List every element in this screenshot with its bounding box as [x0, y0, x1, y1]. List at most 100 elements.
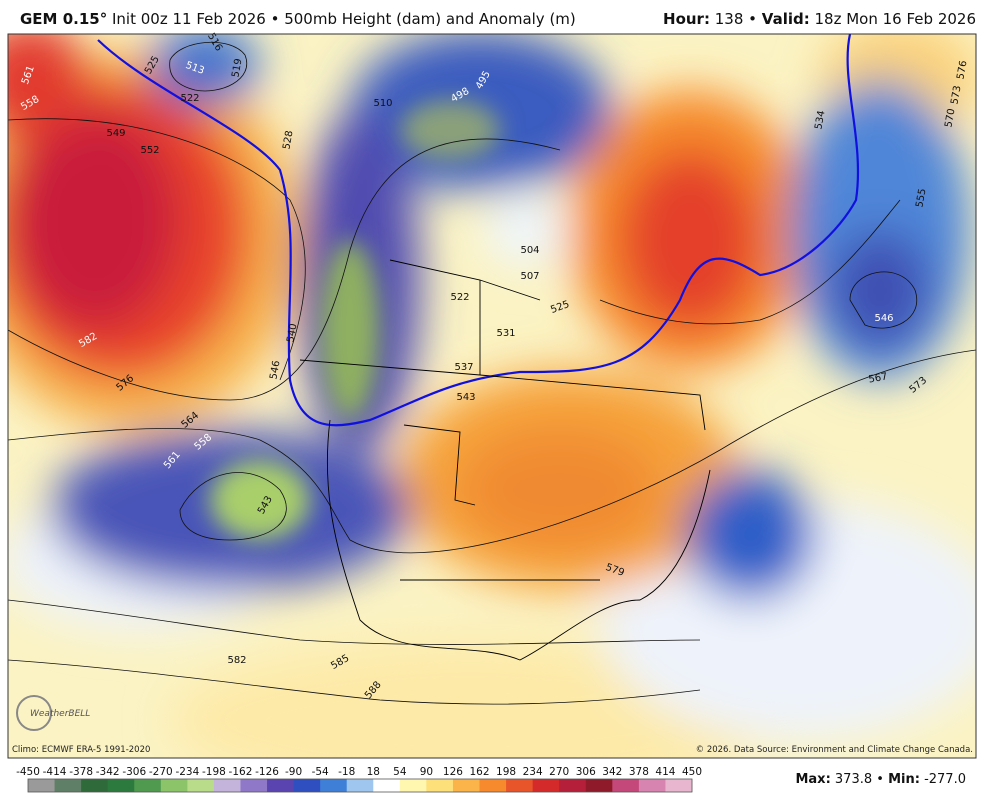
contour-label: 522 [180, 93, 199, 104]
contour-label: 546 [874, 313, 893, 324]
logo-mark [16, 695, 52, 731]
height-contours [8, 41, 976, 705]
contour-label: 519 [230, 58, 244, 79]
contour-label: 540 [285, 323, 299, 344]
colorbar-tick-label: -18 [338, 766, 355, 778]
contour-label: 576 [955, 60, 969, 81]
colorbar-swatch [585, 779, 613, 792]
valid-label: Valid: [761, 10, 810, 28]
run-info: Init 00z 11 Feb 2026 • 500mb Height (dam… [112, 10, 576, 28]
hour-label: Hour: [663, 10, 710, 28]
colorbar-swatch [213, 779, 241, 792]
colorbar-swatch [160, 779, 188, 792]
colorbar-swatch [320, 779, 348, 792]
anomaly-field [8, 34, 976, 758]
colorbar-tick-label: 414 [655, 766, 675, 778]
colorbar-swatch [532, 779, 560, 792]
colorbar-tick-label: -270 [149, 766, 173, 778]
stats: Max: 373.8 • Min: -277.0 [795, 772, 966, 787]
colorbar-tick-label: -342 [96, 766, 120, 778]
colorbar-tick-label: 234 [523, 766, 543, 778]
model-name: GEM 0.15° [20, 10, 108, 28]
colorbar-tick-label: 18 [367, 766, 380, 778]
colorbar-swatch [506, 779, 534, 792]
colorbar-tick-label: 306 [576, 766, 596, 778]
colorbar-swatch [240, 779, 268, 792]
colorbar-tick-label: 54 [393, 766, 407, 778]
contour-label: 552 [140, 145, 159, 156]
map-frame [7, 33, 977, 759]
colorbar-tick-label: -378 [69, 766, 93, 778]
colorbar-swatch [665, 779, 693, 792]
min-label: Min: [888, 772, 920, 787]
colorbar-tick-label: -126 [255, 766, 279, 778]
colorbar-swatch [638, 779, 666, 792]
colorbar-swatch [373, 779, 401, 792]
colorbar-tick-label: -198 [202, 766, 226, 778]
colorbar-swatch [187, 779, 215, 792]
contour-label: 546 [268, 360, 282, 381]
contour-label: 522 [450, 292, 469, 303]
min-value: -277.0 [924, 772, 966, 787]
colorbar-swatch [267, 779, 295, 792]
colorbar: -450 -414 -378 -342 -306 -270 -234 -198 -162 -126… [16, 766, 702, 793]
max-label: Max: [795, 772, 831, 787]
colorbar-tick-label: -414 [43, 766, 67, 778]
colorbar-tick-label: 270 [549, 766, 569, 778]
colorbar-swatch [54, 779, 82, 792]
colorbar-tick-label: 126 [443, 766, 463, 778]
contour-label: 531 [496, 328, 515, 339]
climo-note: Climo: ECMWF ERA-5 1991-2020 [12, 745, 150, 755]
contour-label: 582 [227, 655, 246, 666]
colorbar-swatch [559, 779, 587, 792]
separator: • [876, 772, 884, 787]
contour-label: 573 [949, 85, 963, 106]
separator: • [748, 10, 758, 28]
contour-label: 534 [813, 110, 827, 131]
contour-label: 543 [456, 392, 475, 403]
colorbar-swatch [346, 779, 374, 792]
hour-value: 138 [714, 10, 744, 28]
contour-label: 507 [520, 271, 539, 282]
valid-value: 18z Mon 16 Feb 2026 [814, 10, 976, 28]
boundaries [299, 259, 711, 661]
contour-label: 504 [520, 245, 539, 256]
colorbar-swatch [107, 779, 135, 792]
contour-label: 510 [373, 98, 392, 109]
colorbar-tick-label: -90 [285, 766, 302, 778]
colorbar-swatch [452, 779, 481, 792]
colorbar-swatch [479, 779, 507, 792]
colorbar-tick-label: -54 [312, 766, 329, 778]
logo-text: WeatherBELL [30, 709, 90, 719]
copyright: © 2026. Data Source: Environment and Cli… [696, 745, 973, 755]
colorbar-swatch [426, 779, 454, 792]
colorbar-tick-label: 342 [602, 766, 622, 778]
colorbar-tick-label: -306 [122, 766, 146, 778]
contour-540 [97, 34, 860, 427]
colorbar-swatch [134, 779, 162, 792]
colorbar-tick-label: -234 [175, 766, 199, 778]
colorbar-tick-label: 162 [469, 766, 489, 778]
colorbar-tick-label: 378 [629, 766, 649, 778]
colorbar-swatch [612, 779, 640, 792]
contour-label: 567 [868, 371, 889, 385]
colorbar-tick-label: -162 [229, 766, 253, 778]
colorbar-swatch [28, 779, 56, 792]
colorbar-tick-label: 450 [682, 766, 702, 778]
max-value: 373.8 [834, 772, 873, 787]
contour-label: 528 [281, 130, 295, 151]
colorbar-swatch [293, 779, 321, 792]
colorbar-tick-label: -450 [16, 766, 40, 778]
header-title: GEM 0.15° Init 00z 11 Feb 2026 • 500mb H… [20, 10, 576, 28]
colorbar-tick-label: 90 [420, 766, 433, 778]
contour-label: 555 [914, 188, 928, 209]
colorbar-frame [27, 778, 693, 793]
contour-label: 570 [943, 108, 957, 129]
colorbar-swatch [81, 779, 109, 792]
contour-label: 549 [106, 128, 125, 139]
header-valid: Hour: 138 • Valid: 18z Mon 16 Feb 2026 [663, 10, 976, 28]
contour-label: 537 [454, 362, 473, 373]
colorbar-tick-label: 198 [496, 766, 516, 778]
